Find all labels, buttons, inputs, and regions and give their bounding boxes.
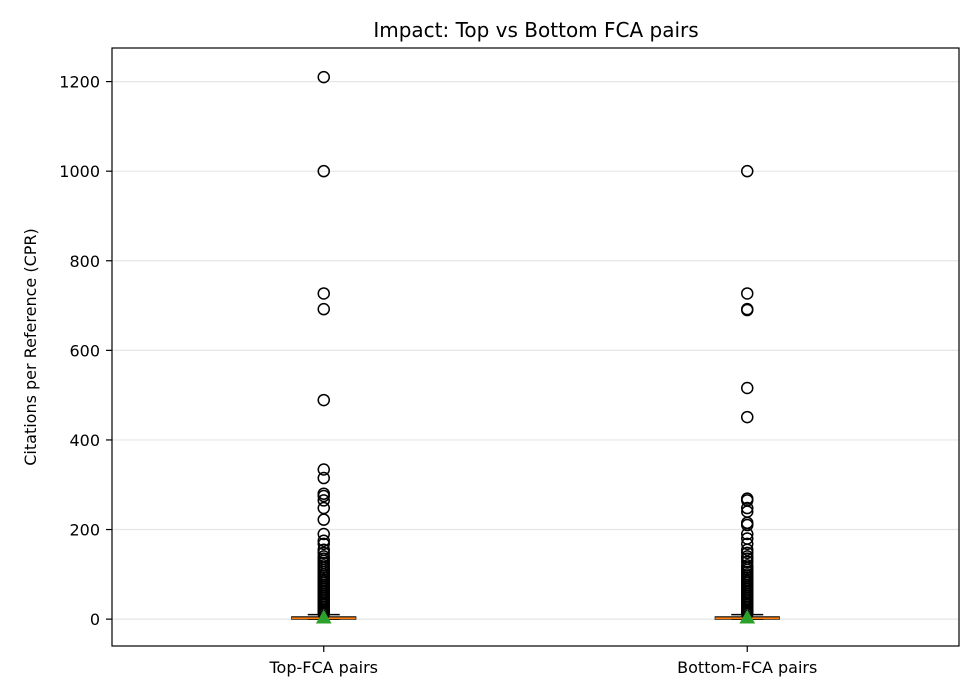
outlier-point xyxy=(317,70,330,84)
outlier-point xyxy=(741,546,754,560)
y-tick-label: 0 xyxy=(90,610,100,629)
outlier-point xyxy=(741,303,754,317)
y-tick-label: 200 xyxy=(69,521,100,540)
outlier-point xyxy=(741,164,754,178)
y-tick-label: 1200 xyxy=(59,73,100,92)
outlier-point xyxy=(741,287,754,300)
outlier-point xyxy=(741,543,754,556)
outlier-point xyxy=(741,381,754,395)
outlier-point xyxy=(317,494,330,507)
outlier-point xyxy=(741,527,754,541)
grid-lines xyxy=(112,80,959,620)
outlier-point xyxy=(317,287,330,300)
outlier-point xyxy=(741,501,754,515)
outlier-point xyxy=(317,489,330,503)
x-tick-label: Top-FCA pairs xyxy=(269,658,379,677)
y-tick-label: 800 xyxy=(69,252,100,271)
outlier-point xyxy=(317,471,330,485)
mean-marker xyxy=(739,609,756,624)
x-axis: Top-FCA pairs Bottom-FCA pairs xyxy=(269,646,817,677)
y-tick-label: 400 xyxy=(69,431,100,450)
outlier-point xyxy=(741,518,754,532)
plot-frame xyxy=(111,47,960,647)
outlier-point xyxy=(317,513,330,526)
boxes xyxy=(291,70,780,624)
outlier-point xyxy=(317,463,330,476)
outlier-point xyxy=(317,534,330,547)
outlier-point xyxy=(741,410,754,424)
box-group xyxy=(291,70,357,624)
mean-marker xyxy=(315,609,332,624)
outlier-point xyxy=(317,527,330,541)
y-tick-label: 1000 xyxy=(59,162,100,181)
box-group xyxy=(714,164,780,624)
chart-title: Impact: Top vs Bottom FCA pairs xyxy=(373,18,698,42)
outlier-point xyxy=(317,164,330,178)
y-axis: 0 200 400 600 800 1000 1200 xyxy=(59,73,112,629)
x-tick-label: Bottom-FCA pairs xyxy=(677,658,817,677)
y-axis-label: Citations per Reference (CPR) xyxy=(21,228,40,466)
outlier-point xyxy=(741,537,754,551)
y-tick-label: 600 xyxy=(69,341,100,360)
outlier-point xyxy=(317,302,330,316)
outlier-point xyxy=(317,537,330,551)
outlier-point xyxy=(317,393,330,407)
